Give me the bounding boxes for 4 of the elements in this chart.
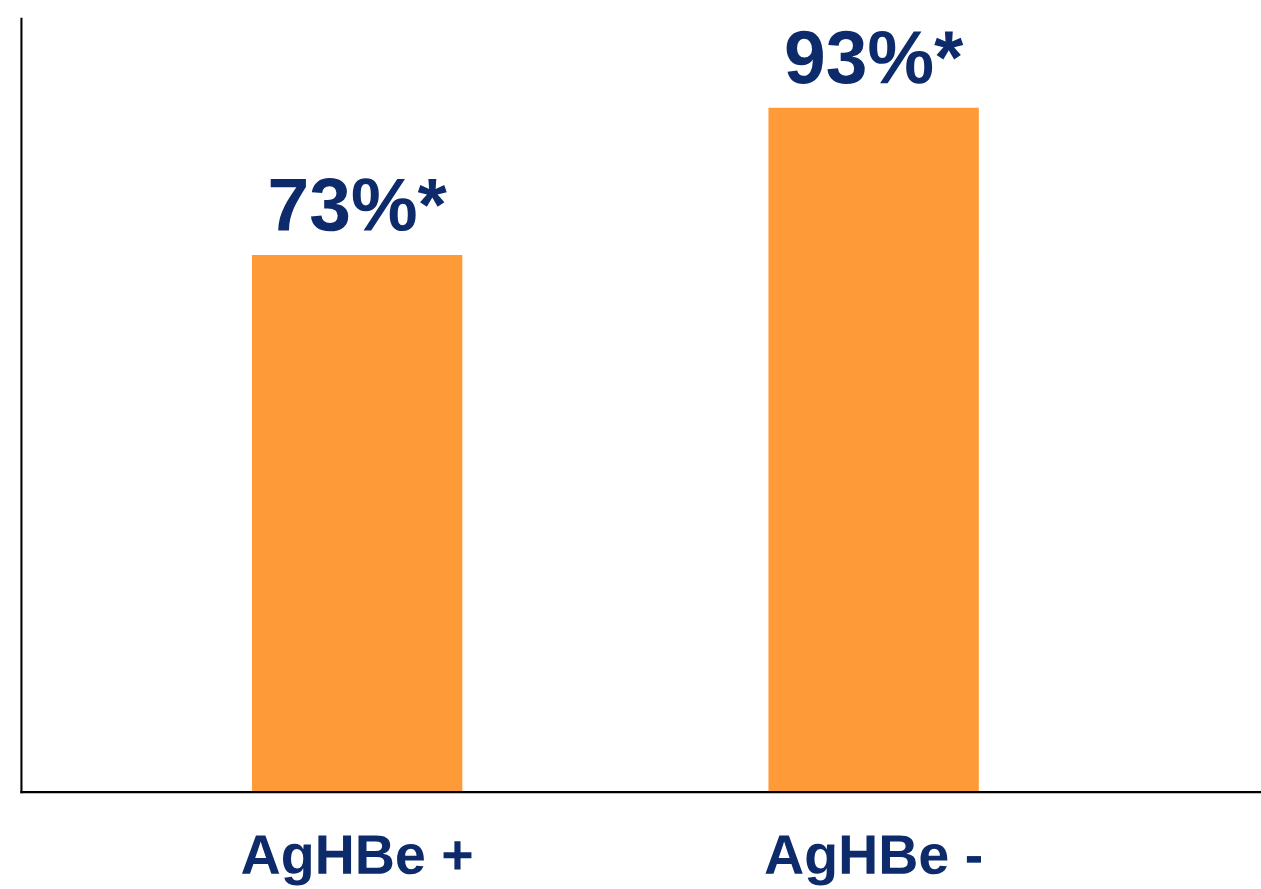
- data-label: 73%*: [270, 178, 447, 232]
- data-label: 93%*: [786, 30, 964, 85]
- x-tick-label: AgHBe -: [765, 835, 981, 886]
- x-tick-label: AgHBe +: [242, 835, 472, 886]
